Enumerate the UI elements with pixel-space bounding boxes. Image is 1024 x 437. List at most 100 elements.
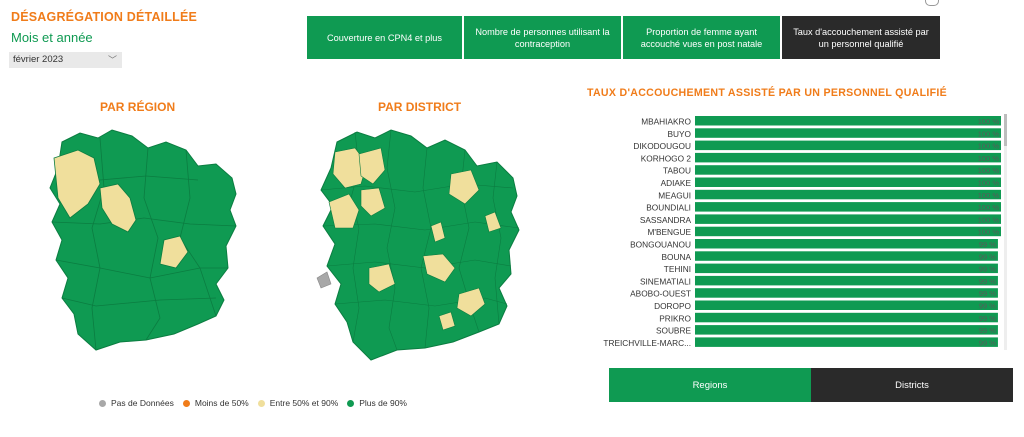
- chart-title: TAUX D'ACCOUCHEMENT ASSISTÉ PAR UN PERSO…: [587, 87, 947, 99]
- district-map-area-south-east: [456, 287, 486, 317]
- bar-value-label: 99 %: [979, 338, 996, 347]
- bar-category-label: ADIAKE: [661, 178, 692, 188]
- bar-category-label: DIKODOUGOU: [633, 141, 691, 151]
- district-map-area-no-data: [316, 271, 332, 289]
- bar-value-label: 100 %: [978, 191, 1000, 200]
- bar[interactable]: [695, 239, 998, 249]
- bar-category-label: SOUBRE: [656, 326, 692, 336]
- legend-dot-orange: [182, 399, 190, 407]
- bar-value-label: 99 %: [979, 252, 996, 261]
- district-map-title: PAR DISTRICT: [378, 100, 462, 114]
- district-map[interactable]: [315, 128, 530, 363]
- legend-label: Moins de 50%: [194, 398, 249, 408]
- bar-value-label: 99 %: [979, 302, 996, 311]
- districts-button[interactable]: Districts: [811, 368, 1013, 402]
- bar[interactable]: [695, 165, 1001, 175]
- bar-value-label: 100 %: [978, 142, 1000, 151]
- bar[interactable]: [695, 251, 998, 261]
- tab-post-natal[interactable]: Proportion de femme ayant accouché vues …: [623, 16, 782, 59]
- bar-category-label: SASSANDRA: [640, 215, 692, 225]
- bar-value-label: 100 %: [978, 129, 1000, 138]
- bar[interactable]: [695, 202, 1001, 212]
- bar[interactable]: [695, 140, 1001, 151]
- legend-label: Plus de 90%: [359, 398, 407, 408]
- bar-value-label: 99 %: [979, 326, 996, 335]
- district-map-area-north: [358, 147, 386, 185]
- bar-chart[interactable]: MBAHIAKRO 100 % BUYO 100 % DIKODOUGOU 100 % KO…: [583, 112, 1013, 352]
- bar[interactable]: [695, 116, 1001, 126]
- chart-scrollbar[interactable]: [1004, 114, 1007, 350]
- month-year-value: février 2023: [13, 54, 64, 65]
- bar-category-label: TEHINI: [664, 264, 691, 274]
- district-map-area-center: [430, 221, 446, 243]
- legend-item-no-data: Pas de Données: [99, 398, 174, 408]
- bar-category-label: BONGOUANOU: [630, 240, 691, 250]
- bar-value-label: 100 %: [978, 228, 1000, 237]
- bar-category-label: KORHOGO 2: [641, 153, 692, 163]
- region-map-area-center: [99, 183, 137, 233]
- month-year-label: Mois et année: [11, 30, 93, 45]
- chevron-down-icon: ﹀: [107, 55, 117, 65]
- bar[interactable]: [695, 189, 1001, 200]
- focus-mode-icon[interactable]: [925, 0, 939, 6]
- bar-category-label: SINEMATIALI: [640, 276, 691, 286]
- bar[interactable]: [695, 214, 1001, 224]
- bar-category-label: BOUNA: [661, 252, 691, 262]
- district-map-area-west: [328, 193, 360, 229]
- bar-value-label: 100 %: [978, 117, 1000, 126]
- chart-scrollbar-thumb[interactable]: [1004, 114, 1007, 146]
- tab-assisted-delivery[interactable]: Taux d'accouchement assisté par un perso…: [782, 16, 942, 59]
- legend-dot-grey: [99, 399, 106, 407]
- bar-value-label: 100 %: [978, 179, 1000, 188]
- bar-category-label: ABOBO-OUEST: [630, 289, 691, 299]
- bar[interactable]: [695, 152, 1001, 163]
- legend-item-above-90: Plus de 90%: [347, 398, 407, 408]
- bar[interactable]: [695, 325, 998, 335]
- level-switch: Regions Districts: [609, 368, 1013, 402]
- bar[interactable]: [695, 312, 998, 323]
- district-map-area-nw: [332, 147, 368, 189]
- legend-label: Entre 50% et 90%: [269, 398, 339, 408]
- bar[interactable]: [695, 337, 998, 347]
- bar-category-label: PRIKRO: [659, 313, 691, 323]
- bar-value-label: 100 %: [978, 166, 1000, 175]
- district-map-area-central: [422, 253, 456, 283]
- bar[interactable]: [695, 177, 1001, 188]
- regions-button[interactable]: Regions: [609, 368, 811, 402]
- bar-category-label: TABOU: [663, 166, 691, 176]
- bar-value-label: 100 %: [978, 154, 1000, 163]
- legend-dot-green: [347, 399, 355, 407]
- bar-value-label: 99 %: [979, 277, 996, 286]
- map-legend: Pas de Données Moins de 50% Entre 50% et…: [99, 398, 416, 408]
- bar-value-label: 99 %: [979, 265, 996, 274]
- bar-category-label: M'BENGUE: [647, 227, 691, 237]
- bar-category-label: TREICHVILLE-MARC...: [603, 338, 691, 348]
- district-map-area-center-west: [360, 187, 386, 217]
- bar-category-label: BUYO: [667, 129, 691, 139]
- bar-value-label: 100 %: [978, 215, 1000, 224]
- bar-value-label: 99 %: [979, 240, 996, 249]
- tab-contraception[interactable]: Nombre de personnes utilisant la contrac…: [464, 16, 623, 59]
- legend-label: Pas de Données: [111, 398, 174, 408]
- bar-value-label: 99 %: [979, 289, 996, 298]
- bar[interactable]: [695, 226, 1001, 237]
- bar[interactable]: [695, 288, 998, 298]
- bar[interactable]: [695, 275, 998, 286]
- page-title: DÉSAGRÉGATION DÉTAILLÉE: [11, 10, 198, 24]
- bar[interactable]: [695, 300, 998, 311]
- bar[interactable]: [695, 263, 998, 274]
- tab-cpn4[interactable]: Couverture en CPN4 et plus: [307, 16, 464, 59]
- bar-category-label: MEAGUI: [658, 190, 691, 200]
- bar-category-label: DOROPO: [654, 301, 691, 311]
- bar[interactable]: [695, 128, 1001, 138]
- indicator-tabs: Couverture en CPN4 et plus Nombre de per…: [307, 16, 942, 59]
- region-map[interactable]: [40, 128, 250, 353]
- legend-item-below-50: Moins de 50%: [182, 398, 249, 408]
- district-map-area-center-east: [484, 211, 502, 233]
- region-map-area-west: [53, 149, 101, 219]
- district-map-area-south: [438, 311, 456, 331]
- bar-value-label: 100 %: [978, 203, 1000, 212]
- month-year-dropdown[interactable]: février 2023 ﹀: [9, 52, 122, 68]
- legend-dot-beige: [257, 399, 265, 407]
